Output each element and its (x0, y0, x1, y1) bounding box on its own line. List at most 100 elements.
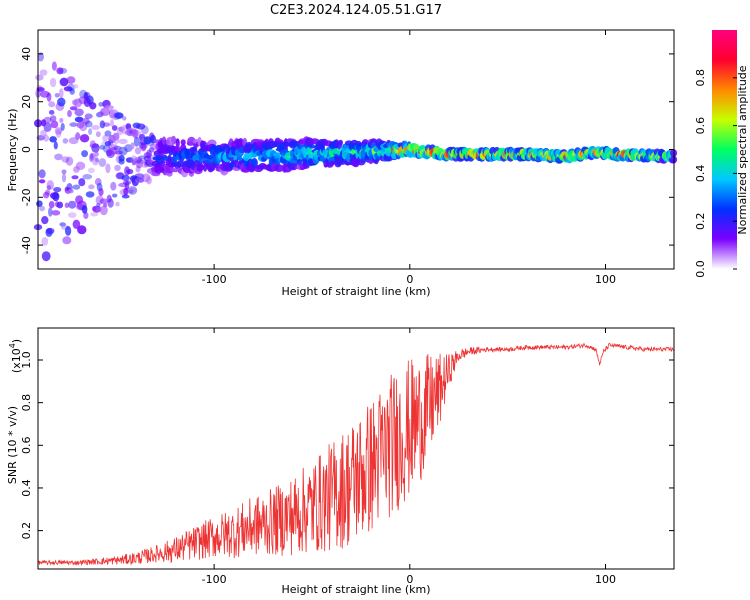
spectrogram-x-label: Height of straight line (km) (281, 285, 430, 298)
spectrogram-cell (59, 77, 69, 87)
spectrogram-cell (37, 52, 44, 62)
spectrogram-cell (114, 164, 121, 172)
spectrogram-cell (208, 165, 216, 172)
spectrogram-cell (41, 237, 49, 246)
spectrogram-cell (74, 108, 84, 117)
spectrogram-cell (92, 205, 102, 213)
spectrogram-cell (61, 173, 67, 183)
spectrogram-cell (91, 125, 100, 130)
spectrogram-y-tick-label: 20 (20, 95, 33, 109)
spectrogram-cell (170, 168, 180, 173)
spectrogram-cell (105, 163, 111, 174)
spectrogram-cell (99, 120, 106, 129)
spectrogram-cell (137, 177, 144, 183)
spectrogram-cell (92, 156, 99, 166)
spectrogram-cell (72, 219, 81, 229)
spectrogram-marks (33, 52, 678, 262)
spectrogram-cell (57, 97, 66, 107)
spectrogram-x-tick-label: -100 (202, 273, 227, 286)
snr-frame (37, 327, 675, 570)
spectrogram-cell (102, 134, 108, 142)
snr-panel: -100 0 100 0.2 0.4 0.6 0.8 1.0 Height of strai… (6, 327, 675, 596)
snr-y-tick-label: 0.2 (20, 522, 33, 540)
spectrogram-cell (102, 122, 111, 127)
spectrogram-x-tick-label: 100 (595, 273, 616, 286)
spectrogram-cell (94, 157, 99, 163)
spectrogram-cell (118, 146, 128, 156)
spectrogram-cell (129, 129, 134, 134)
spectrogram-cell (46, 180, 54, 190)
spectrogram-cell (99, 198, 109, 204)
snr-y-label: SNR (10 * v/v) (6, 406, 19, 484)
spectrogram-cell (125, 157, 134, 163)
colorbar-tick-label: 0.2 (694, 212, 707, 230)
spectrogram-cell (148, 147, 155, 153)
spectrogram-cell (64, 202, 69, 209)
spectrogram-cell (74, 116, 84, 123)
spectrogram-cell (81, 205, 88, 214)
spectrogram-cell (124, 180, 130, 191)
spectrogram-cell (68, 188, 74, 194)
spectrogram-cell (73, 166, 80, 173)
spectrogram-y-label: Frequency (Hz) (6, 109, 19, 192)
spectrogram-cell (130, 155, 138, 163)
spectrogram-cell (43, 134, 49, 142)
spectrogram-cell (94, 152, 99, 157)
spectrogram-cell (43, 116, 52, 124)
spectrogram-y-tick-label: -20 (20, 188, 33, 206)
spectrogram-cell (46, 92, 52, 102)
spectrogram-cell (297, 158, 303, 167)
spectrogram-x-ticks: -100 0 100 (202, 30, 616, 286)
spectrogram-cell (330, 160, 335, 166)
spectrogram-cell (38, 179, 46, 184)
spectrogram-cell (61, 156, 70, 163)
spectrogram-cell (62, 138, 69, 144)
spectrogram-cell (43, 122, 52, 132)
spectrogram-cell (187, 136, 196, 146)
spectrogram-cell (52, 191, 60, 202)
spectrogram-cell (48, 101, 56, 108)
spectrogram-cell (290, 162, 298, 171)
spectrogram-cell (88, 128, 93, 136)
spectrogram-cell (104, 130, 112, 137)
spectrogram-cell (127, 186, 138, 195)
spectrogram-cell (67, 212, 77, 219)
spectrogram-cell (115, 201, 120, 207)
spectrogram-cell (78, 178, 86, 187)
spectrogram-cell (89, 102, 97, 110)
spectrogram-cell (309, 144, 315, 149)
spectrogram-cell (130, 142, 135, 150)
spectrogram-cell (72, 184, 81, 190)
spectrogram-cell (79, 134, 90, 143)
spectrogram-cell (38, 169, 46, 179)
spectrogram-cell (113, 145, 122, 151)
spectrogram-cell (55, 129, 62, 138)
spectrogram-cell (95, 131, 101, 138)
spectrogram-cell (51, 61, 57, 71)
spectrogram-y-ticks: -40 -20 0 20 40 (20, 47, 674, 254)
spectrogram-cell (368, 154, 373, 161)
spectrogram-cell (39, 205, 45, 212)
spectrogram-cell (135, 165, 141, 173)
spectrogram-cell (122, 116, 127, 121)
spectrogram-cell (71, 84, 79, 89)
spectrogram-cell (110, 181, 117, 191)
snr-x-ticks: -100 0 100 (202, 328, 616, 586)
spectrogram-cell (274, 164, 284, 173)
spectrogram-cell (56, 67, 64, 75)
spectrogram-cell (128, 187, 137, 192)
spectrogram-cell (69, 106, 78, 111)
snr-multiplier: (x104) (8, 339, 23, 373)
spectrogram-cell (49, 115, 57, 122)
spectrogram-cell (48, 110, 55, 115)
snr-y-tick-label: 0.6 (20, 437, 33, 455)
spectrogram-cell (368, 158, 374, 165)
spectrogram-cell (66, 76, 76, 84)
spectrogram-cell (97, 110, 105, 117)
snr-multiplier-label: (x104) (8, 339, 23, 373)
spectrogram-cell (101, 141, 107, 147)
spectrogram-y-tick-label: 0 (20, 146, 33, 153)
spectrogram-cell (59, 88, 64, 98)
colorbar-ticks: 0.0 0.2 0.4 0.6 0.8 (694, 69, 737, 278)
spectrogram-cell (121, 175, 130, 181)
